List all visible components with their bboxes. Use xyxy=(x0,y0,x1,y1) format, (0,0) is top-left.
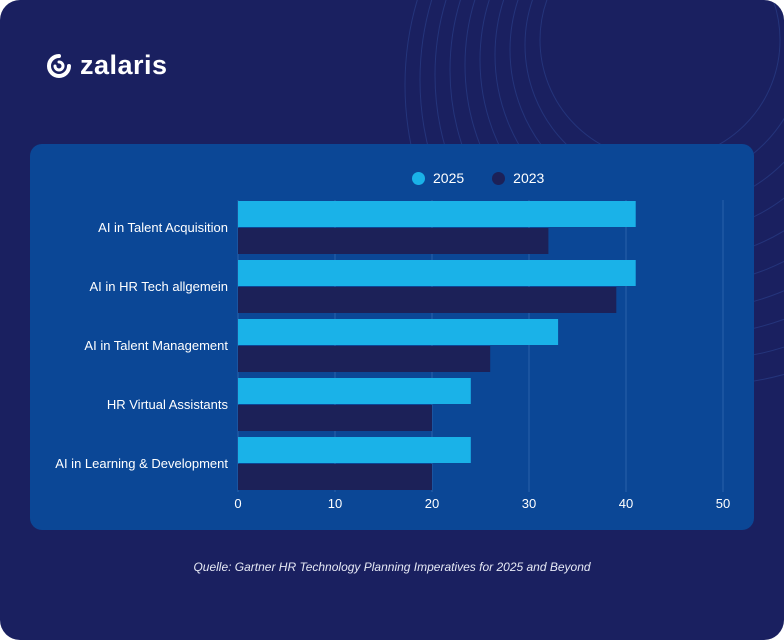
bar-2023 xyxy=(238,405,432,431)
bar-2023 xyxy=(238,464,432,490)
bar-2023 xyxy=(238,228,549,254)
brand-name: zalaris xyxy=(80,50,168,80)
x-tick-label: 40 xyxy=(619,496,633,511)
x-tick-label: 0 xyxy=(234,496,241,511)
bar-2025 xyxy=(238,378,471,404)
legend-swatch-2023 xyxy=(492,171,506,185)
bar-2025 xyxy=(238,260,636,286)
legend-label-2025: 2025 xyxy=(433,170,465,186)
source-note: Quelle: Gartner HR Technology Planning I… xyxy=(193,560,591,574)
legend-item-2025: 2025 xyxy=(412,170,464,186)
zalaris-logo-icon xyxy=(47,53,71,78)
brand-logo: zalaris xyxy=(46,50,168,81)
chart-legend: 2025 2023 xyxy=(412,170,544,186)
bar-2025 xyxy=(238,319,559,345)
category-label: AI in Talent Acquisition xyxy=(98,220,228,235)
x-tick-label: 10 xyxy=(328,496,342,511)
category-label: AI in Learning & Development xyxy=(55,456,228,471)
bar-2023 xyxy=(238,287,617,313)
bar-2025 xyxy=(238,437,471,463)
x-tick-label: 50 xyxy=(716,496,730,511)
bar-2023 xyxy=(238,346,491,372)
category-label: HR Virtual Assistants xyxy=(107,397,229,412)
bar-2025 xyxy=(238,201,636,227)
legend-item-2023: 2023 xyxy=(492,170,544,186)
x-tick-label: 20 xyxy=(425,496,439,511)
legend-swatch-2025 xyxy=(412,171,425,185)
legend-label-2023: 2023 xyxy=(513,170,545,186)
category-label: AI in HR Tech allgemein xyxy=(90,279,229,294)
x-tick-label: 30 xyxy=(522,496,536,511)
category-label: AI in Talent Management xyxy=(84,338,228,353)
